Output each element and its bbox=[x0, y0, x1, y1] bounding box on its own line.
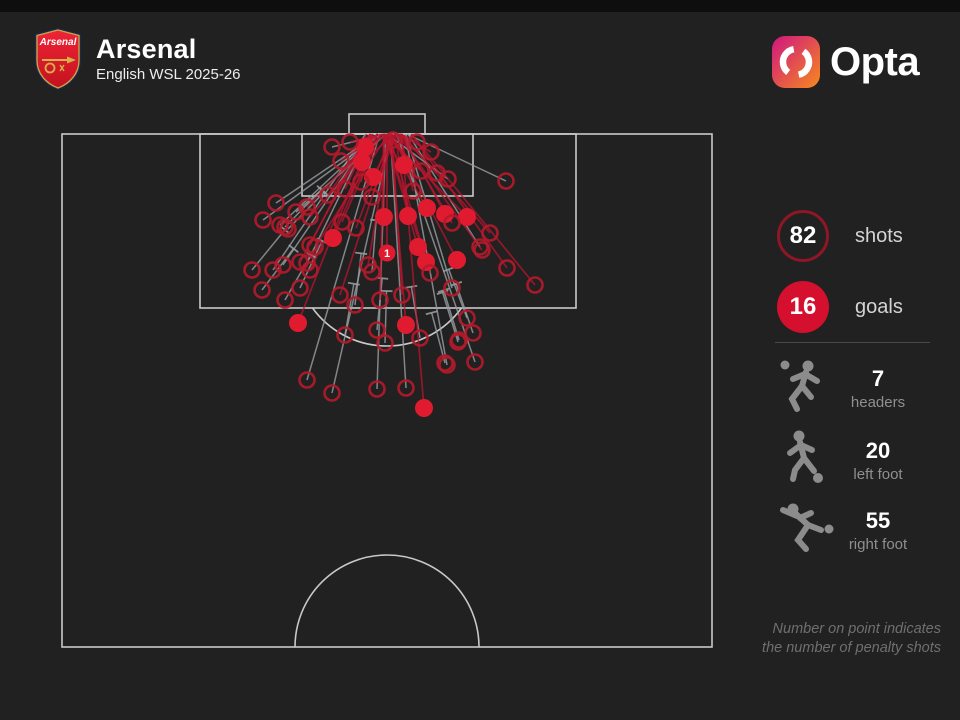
header-icon bbox=[780, 360, 820, 412]
left-foot-icon bbox=[787, 430, 823, 483]
left-foot-label: left foot bbox=[853, 466, 903, 483]
panel-divider bbox=[775, 342, 930, 343]
svg-text:1: 1 bbox=[384, 248, 390, 260]
shots-total-value: 82 bbox=[789, 222, 817, 249]
page-title: Arsenal bbox=[96, 34, 197, 64]
shots-total-badge: 82 bbox=[777, 210, 829, 262]
right-foot-value: 55 bbox=[865, 508, 891, 533]
headers-value: 7 bbox=[871, 366, 885, 391]
goals-total-badge: 16 bbox=[777, 281, 829, 333]
penalty-note-line2: the number of penalty shots bbox=[762, 640, 941, 656]
top-strip bbox=[0, 0, 960, 12]
arsenal-crest-icon: Arsenal bbox=[35, 28, 81, 90]
goals-total-value: 16 bbox=[789, 293, 817, 320]
left-foot-value: 20 bbox=[865, 438, 891, 463]
opta-wordmark: Opta bbox=[830, 40, 920, 84]
shots-total-label: shots bbox=[855, 225, 903, 247]
svg-text:Arsenal: Arsenal bbox=[39, 37, 77, 48]
goals-total-label: goals bbox=[855, 296, 903, 318]
right-foot-label: right foot bbox=[848, 536, 908, 553]
competition-subtitle: English WSL 2025-26 bbox=[96, 66, 241, 83]
headers-label: headers bbox=[850, 394, 906, 411]
penalty-note: Number on point indicates the number of … bbox=[762, 620, 941, 658]
right-foot-icon bbox=[780, 503, 834, 552]
opta-logo-icon bbox=[772, 36, 820, 88]
penalty-note-line1: Number on point indicates bbox=[772, 621, 941, 637]
